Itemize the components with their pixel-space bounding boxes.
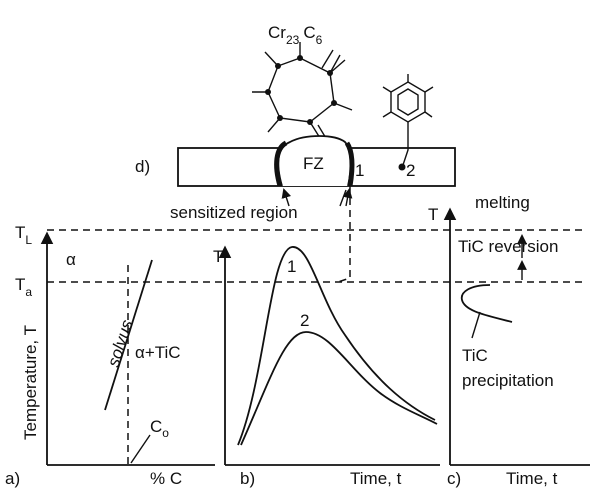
compound-label: Cr23 C6 <box>268 23 323 47</box>
panel-label: c) <box>447 469 461 488</box>
text-part: 6 <box>316 33 323 47</box>
text-part: a <box>25 285 32 299</box>
fz-label: FZ <box>303 154 324 173</box>
precipitation-label: TiC <box>462 346 488 365</box>
y-axis-title: Temperature, T <box>21 325 40 440</box>
region-label: α+TiC <box>135 343 181 362</box>
point-label: 1 <box>355 161 364 180</box>
tl-label: TL <box>15 223 32 247</box>
text-part: C <box>303 23 315 42</box>
x-axis-title: Time, t <box>506 469 558 488</box>
x-axis-title: % C <box>150 469 182 488</box>
solvus-label: solvus <box>104 317 137 369</box>
text-part: o <box>162 426 169 440</box>
sensitized-region <box>274 140 288 187</box>
thermal-cycle <box>237 246 436 446</box>
panel-label: a) <box>5 469 20 488</box>
solvus-line <box>104 259 153 411</box>
text-part: C <box>150 417 162 436</box>
reversion-label: TiC reversion <box>458 237 558 256</box>
point-label: 2 <box>406 161 415 180</box>
y-axis-title: T <box>428 205 438 224</box>
curve-label: 2 <box>300 311 309 330</box>
co-label: Co <box>150 417 169 440</box>
small-hexagon <box>382 74 434 171</box>
text-part: L <box>25 233 32 247</box>
panel-label: d) <box>135 157 150 176</box>
thermal-cycle <box>240 331 438 446</box>
melting-label: melting <box>475 193 530 212</box>
precipitation-label: precipitation <box>462 371 554 390</box>
region-label: α <box>66 250 76 269</box>
text-part: 23 <box>286 33 300 47</box>
curve-label: 1 <box>287 257 296 276</box>
ta-label: Ta <box>15 275 32 299</box>
panel-label: b) <box>240 469 255 488</box>
sensitized-label: sensitized region <box>170 203 298 222</box>
text-part: T <box>15 275 25 294</box>
y-axis-title: T <box>213 247 223 266</box>
text-part: T <box>15 223 25 242</box>
x-axis-title: Time, t <box>350 469 402 488</box>
text-part: Cr <box>268 23 286 42</box>
precipitation-curve <box>460 284 513 323</box>
